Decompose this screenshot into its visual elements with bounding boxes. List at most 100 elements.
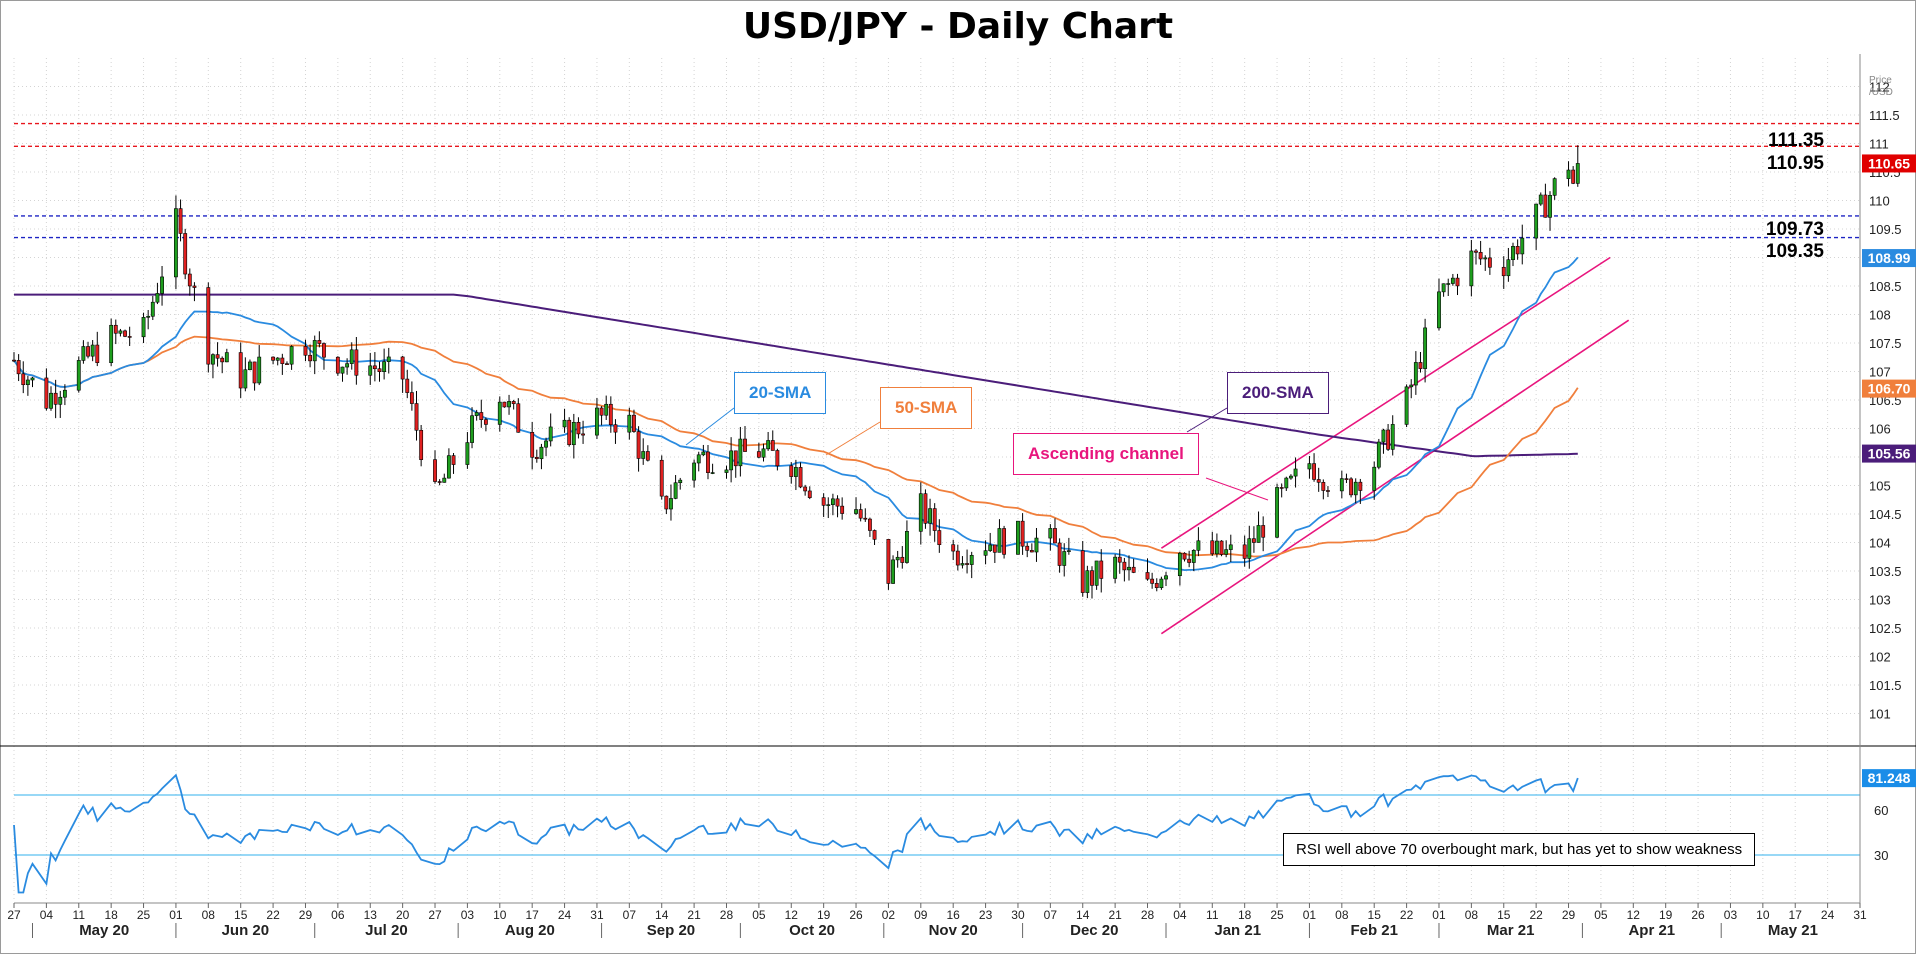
candle-up: [983, 550, 988, 556]
candles: [12, 145, 1580, 599]
x-tick-label: 15: [1368, 908, 1382, 922]
candle-up: [160, 276, 164, 294]
candle-down: [1386, 429, 1391, 450]
y-tick-label: 111: [1869, 137, 1889, 152]
x-tick-label: 08: [1335, 908, 1349, 922]
candle-up: [386, 356, 391, 362]
candle-down: [437, 481, 442, 483]
candle-up: [1552, 178, 1557, 196]
annotation-leader: [825, 421, 881, 456]
candle-up: [1390, 424, 1395, 450]
candle-up: [49, 392, 53, 409]
y-tick-label: 101: [1869, 707, 1891, 722]
x-tick-label: 28: [720, 908, 734, 922]
candle-up: [1538, 194, 1543, 205]
month-label: Oct 20: [789, 922, 835, 939]
candle-down: [123, 330, 127, 337]
x-tick-label: 21: [687, 908, 701, 922]
y-tick-label: 101.5: [1869, 678, 1902, 693]
candle-down: [798, 467, 803, 488]
candle-up: [1094, 560, 1099, 586]
candle-down: [581, 433, 585, 436]
candle-down: [664, 495, 669, 510]
candle-up: [109, 324, 114, 363]
candle-down: [599, 407, 604, 416]
candle-up: [854, 509, 858, 514]
candle-down: [567, 419, 572, 446]
candle-down: [1057, 542, 1062, 566]
candle-down: [932, 508, 937, 531]
candle-up: [243, 369, 248, 389]
x-tick-label: 13: [364, 908, 378, 922]
candle-down: [706, 451, 710, 473]
x-tick-label: 20: [396, 908, 410, 922]
candle-up: [692, 462, 697, 481]
annotation-leaders: [685, 407, 1269, 501]
candle-up: [442, 477, 447, 483]
candle-down: [992, 544, 997, 553]
candle-up: [1214, 540, 1219, 555]
candle-up: [1520, 237, 1525, 255]
candle-up: [81, 346, 86, 361]
candle-down: [951, 544, 956, 552]
candle-up: [474, 412, 479, 417]
candle-up: [1284, 477, 1289, 489]
candle-down: [354, 349, 359, 376]
candle-up: [497, 401, 502, 425]
annotation-leader: [1186, 407, 1228, 433]
candle-down: [451, 455, 456, 465]
candle-down: [1312, 463, 1316, 480]
x-tick-label: 30: [1011, 908, 1025, 922]
x-tick-label: 04: [40, 908, 54, 922]
candle-down: [1487, 257, 1492, 268]
candle-down: [1358, 481, 1363, 491]
candle-up: [1381, 429, 1386, 443]
candle-up: [895, 556, 900, 561]
candle-up: [141, 317, 146, 338]
month-label: May 20: [79, 922, 129, 939]
x-tick-label: 12: [785, 908, 799, 922]
candle-down: [608, 403, 613, 425]
candle-down: [1025, 545, 1030, 551]
x-tick-label: 17: [525, 908, 539, 922]
candle-down: [886, 539, 891, 584]
candle-up: [1293, 468, 1298, 477]
candle-down: [645, 451, 650, 461]
month-label: Sep 20: [647, 922, 695, 939]
x-tick-label: 27: [428, 908, 442, 922]
candle-up: [724, 469, 729, 473]
candle-up: [1247, 538, 1252, 559]
candle-down: [863, 517, 868, 520]
y-tick-label: 111.5: [1869, 108, 1900, 123]
candle-down: [44, 377, 49, 409]
x-tick-label: 14: [1076, 908, 1090, 922]
candle-down: [303, 346, 308, 356]
x-tick-label: 11: [1206, 908, 1219, 922]
candle-up: [1275, 487, 1279, 538]
sma20-tag: 108.99: [1868, 250, 1911, 266]
candle-up: [830, 498, 835, 505]
candle-down: [16, 360, 21, 375]
x-tick-label: 08: [1465, 908, 1479, 922]
x-tick-label: 27: [7, 908, 21, 922]
candle-down: [419, 429, 424, 460]
candle-up: [1548, 195, 1552, 218]
candle-up: [1224, 549, 1229, 555]
candle-up: [604, 403, 609, 416]
candle-up: [918, 493, 923, 532]
candle-down: [1219, 540, 1224, 555]
candle-down: [322, 343, 326, 358]
candle-up: [25, 379, 30, 386]
channel-upper: [1160, 256, 1611, 549]
candle-down: [479, 412, 484, 420]
candle-up: [174, 208, 178, 278]
month-label: May 21: [1768, 922, 1818, 939]
candle-up: [275, 357, 280, 361]
x-tick-label: 10: [1756, 908, 1770, 922]
candle-up: [761, 448, 766, 458]
candle-down: [840, 505, 845, 514]
candle-up: [1164, 575, 1168, 580]
price-axis-unit: /USD: [1869, 87, 1893, 98]
level-label-109-35: 109.35: [1765, 241, 1824, 262]
